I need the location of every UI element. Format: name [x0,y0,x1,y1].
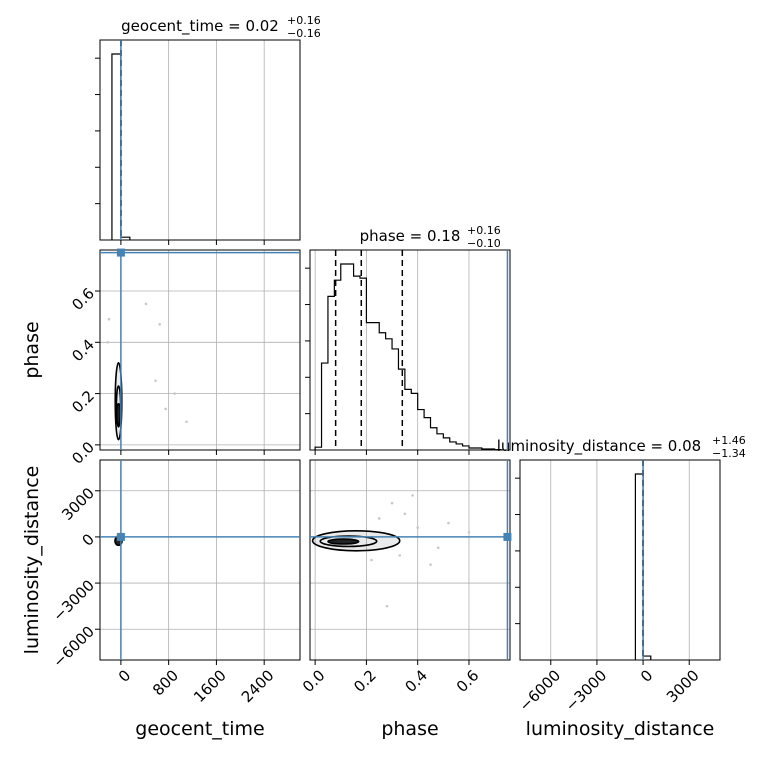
panel-luminosity-distance-hist: −6000−3000 0 3000 [515,459,721,715]
sample-point-1 [158,323,162,326]
tick-label-luminosity-distance-0: −6000 [516,666,565,715]
contour-2 [327,538,360,545]
sample-point-8 [436,546,440,549]
sample-point-2 [173,392,176,395]
tick-label-y-phase-0: 0.0 [68,438,98,468]
tick-label-geocent-time-3: 2400 [238,666,278,706]
panel-luminosity-distance-vs-geocent-time: −6000−3000 0 3000 0 800 1600 2400 [49,459,301,706]
sample-point-11 [370,558,373,562]
sample-point-6 [416,526,419,529]
sample-point-4 [447,521,450,525]
panel-luminosity-distance-vs-phase: 0.0 0.2 0.4 0.6 [299,459,512,696]
tick-label-geocent-time-1: 800 [149,666,182,699]
sample-point-7 [398,554,402,557]
xlabel-luminosity-distance: luminosity_distance [526,718,715,740]
ylabel-phase: phase [21,321,43,378]
sample-point-3 [185,420,188,424]
panel-frame [99,249,301,451]
ylabel-luminosity-distance: luminosity_distance [21,466,43,655]
panel-phase-hist [305,249,511,455]
panel-content [100,250,300,450]
panel-phase-vs-geocent-time: 0.0 0.2 0.4 0.6 [68,248,301,468]
tick-label-y-luminosity-distance-3: 3000 [58,484,98,524]
panel-frame [99,459,301,661]
title-phase-minus: −0.10 [467,237,501,250]
tick-label-phase-0: 0.0 [299,666,329,696]
truth-marker [503,532,512,541]
sample-point-0 [390,501,394,505]
title-luminosity-distance-plus: +1.46 [712,434,746,447]
tick-label-geocent-time-2: 1600 [190,666,230,706]
panel-frame [309,459,511,661]
title-geocent-time-minus: −0.16 [287,27,321,40]
sample-point-10 [411,494,414,497]
title-phase-plus: +0.16 [467,224,501,237]
truth-marker [116,532,125,541]
panel-geocent-time-hist [95,39,301,245]
tick-label-phase-3: 0.6 [453,666,483,696]
sample-point-0 [144,302,148,306]
title-luminosity-distance-minus: −1.34 [712,447,746,460]
title-luminosity-distance: luminosity_distance = 0.08 [497,437,701,456]
tick-label-phase-2: 0.4 [402,666,432,696]
tick-label-y-luminosity-distance-2: 0 [79,530,98,549]
tick-label-y-luminosity-distance-1: −3000 [49,576,98,625]
tick-label-phase-1: 0.2 [350,666,380,696]
density-core [327,539,359,544]
tick-label-y-luminosity-distance-0: −6000 [49,623,98,672]
title-geocent-time-plus: +0.16 [287,14,321,27]
sample-point-2 [403,512,407,516]
tick-label-luminosity-distance-1: −3000 [562,666,611,715]
title-geocent-time: geocent_time = 0.02 [121,17,279,36]
hist-phase [314,263,502,451]
tick-label-y-phase-1: 0.2 [68,387,98,417]
tick-label-geocent-time-0: 0 [115,666,134,685]
sample-point-5 [164,407,167,411]
sample-point-6 [107,317,111,321]
tick-label-luminosity-distance-2: 0 [637,666,656,685]
sample-point-9 [467,531,471,534]
tick-label-y-phase-3: 0.6 [68,284,98,314]
panel-content [310,460,510,660]
tick-label-y-phase-2: 0.4 [68,336,98,366]
title-phase: phase = 0.18 [360,227,461,245]
sample-point-4 [154,379,157,383]
sample-point-5 [377,517,381,520]
xlabel-geocent-time: geocent_time [135,718,264,740]
panel-frame [309,249,511,451]
sample-point-7 [106,341,110,344]
truth-marker [116,248,125,257]
panel-frame [519,459,721,661]
contour-1 [319,535,378,548]
sample-point-1 [385,604,389,608]
panel-frame [99,39,301,241]
xlabel-phase: phase [381,718,438,740]
panel-content [100,460,300,660]
tick-label-luminosity-distance-3: 3000 [663,666,703,706]
sample-point-3 [429,563,432,566]
